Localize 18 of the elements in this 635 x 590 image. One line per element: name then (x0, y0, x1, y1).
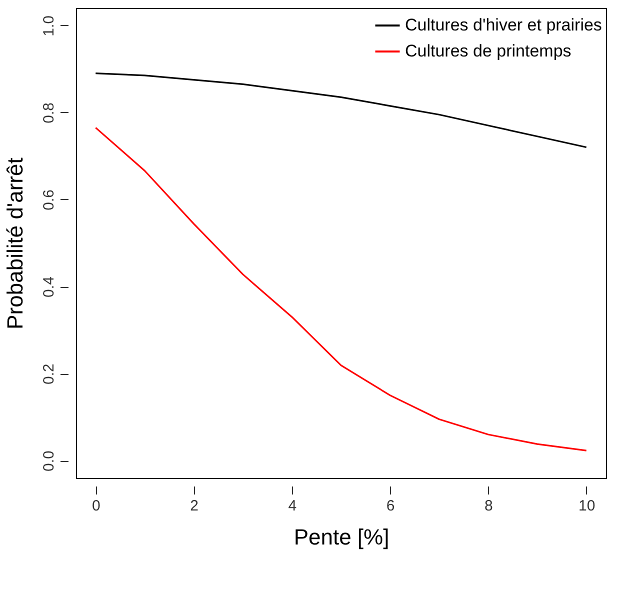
legend-label: Cultures d'hiver et prairies (405, 16, 602, 34)
x-tick-label: 4 (288, 498, 297, 514)
y-tick-label: 0.0 (40, 450, 58, 472)
x-tick-label: 0 (92, 498, 100, 514)
y-tick-label: 0.8 (40, 102, 58, 124)
legend-label: Cultures de printemps (405, 42, 572, 60)
x-tick-label: 2 (190, 498, 198, 514)
y-tick-label: 0.4 (40, 276, 58, 298)
x-tick-label: 10 (578, 498, 596, 514)
x-tick-label: 6 (386, 498, 395, 514)
line-series (94, 72, 588, 148)
y-axis-title: Probabilité d'arrêt (2, 158, 28, 330)
line-series (94, 126, 588, 452)
x-axis-title: Pente [%] (294, 524, 390, 550)
x-tick-label: 8 (484, 498, 493, 514)
y-tick-label: 0.6 (40, 190, 58, 210)
y-tick-label: 0.2 (40, 364, 58, 384)
y-tick-label: 1.0 (40, 15, 58, 36)
